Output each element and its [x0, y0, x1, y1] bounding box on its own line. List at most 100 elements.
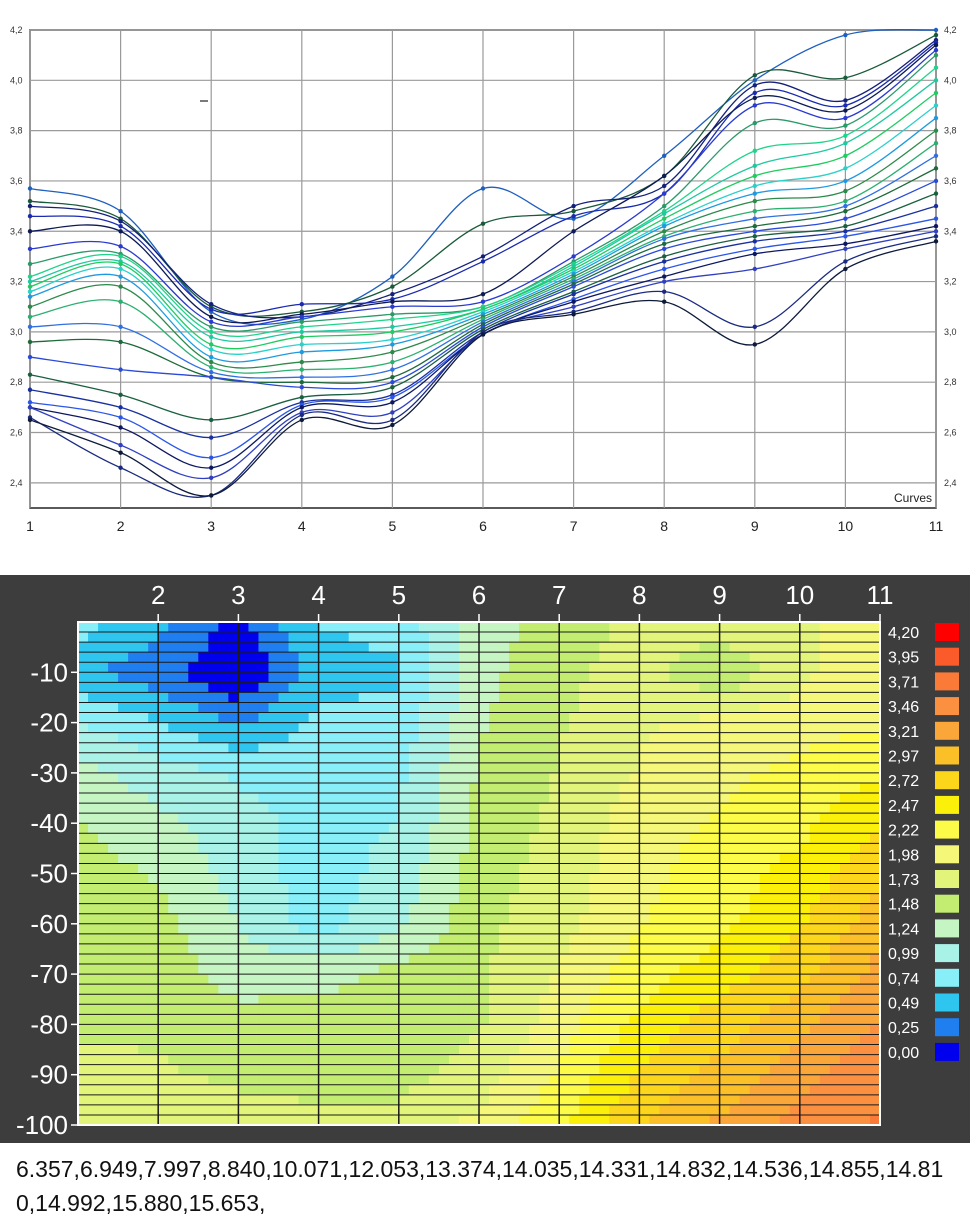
contour-cell [198, 863, 209, 875]
contour-cell [629, 642, 641, 653]
contour-cell [619, 793, 630, 804]
contour-cell [148, 622, 159, 633]
contour-cell [108, 903, 119, 915]
contour-cell [649, 823, 661, 834]
contour-cell [328, 622, 340, 633]
contour-cell [819, 702, 831, 714]
contour-cell [298, 1094, 310, 1106]
contour-cell [208, 903, 219, 915]
contour-cell [819, 762, 831, 774]
contour-cell [428, 953, 440, 965]
contour-cell [278, 622, 290, 633]
contour-cell [709, 1054, 721, 1066]
contour-cell [529, 692, 540, 704]
contour-cell [569, 652, 580, 663]
contour-cell [278, 702, 290, 714]
contour-cell [108, 1104, 119, 1116]
contour-cell [328, 893, 340, 905]
contour-cell [258, 813, 270, 824]
contour-cell [589, 883, 600, 895]
contour-cell [198, 1024, 209, 1036]
curve-point [752, 95, 757, 101]
contour-cell [278, 642, 290, 653]
contour-cell [859, 923, 871, 935]
contour-cell [188, 782, 199, 794]
contour-cell [729, 1014, 741, 1025]
contour-cell [779, 943, 791, 955]
contour-legend-label: 0,00 [888, 1045, 919, 1062]
contour-cell [268, 1054, 280, 1066]
contour-cell [308, 933, 320, 945]
contour-cell [378, 722, 390, 734]
contour-cell [398, 1094, 410, 1106]
curves-points-group [27, 27, 939, 498]
contour-cell [138, 943, 149, 955]
contour-cell [639, 813, 651, 824]
contour-cell [679, 1084, 691, 1096]
contour-cell [258, 903, 270, 915]
contour-cell [218, 1014, 229, 1025]
contour-cell [499, 1034, 510, 1046]
contour-cell [539, 712, 550, 724]
contour-cell [148, 632, 159, 643]
contour-cell [819, 772, 831, 784]
contour-cell [729, 923, 741, 935]
contour-cell [749, 793, 761, 804]
contour-cell [509, 1104, 520, 1116]
contour-cell [659, 843, 671, 854]
contour-cell [749, 893, 761, 905]
contour-cell [579, 994, 590, 1005]
curve-point [299, 395, 304, 400]
contour-cell [539, 702, 550, 714]
contour-cell [148, 642, 159, 653]
curve-point [843, 229, 848, 234]
contour-cell [368, 974, 380, 985]
contour-cell [348, 632, 360, 643]
contour-cell [268, 732, 280, 744]
contour-cell [238, 712, 250, 724]
contour-cell [579, 974, 590, 985]
curves-y-tick-label-right: 4,0 [944, 75, 957, 85]
curve-point [843, 75, 848, 81]
contour-cell [318, 1094, 330, 1106]
contour-cell [659, 772, 671, 784]
contour-cell [689, 632, 701, 643]
contour-cell [689, 1084, 701, 1096]
contour-cell [108, 953, 119, 965]
contour-cell [228, 1084, 240, 1096]
contour-cell [769, 1004, 781, 1015]
contour-cell [809, 642, 821, 653]
contour-cell [509, 732, 520, 744]
contour-cell [268, 863, 280, 875]
contour-cell [148, 1054, 159, 1066]
contour-cell [639, 793, 651, 804]
contour-cell [719, 893, 731, 905]
contour-cell [859, 813, 871, 824]
contour-cell [438, 1074, 450, 1086]
curve-point [118, 339, 123, 345]
contour-cell [739, 662, 751, 673]
contour-legend-label: 3,71 [888, 674, 919, 691]
contour-cell [388, 843, 400, 854]
contour-cell [188, 692, 199, 704]
contour-cell [839, 1054, 851, 1066]
contour-cell [809, 974, 821, 985]
contour-cell [178, 732, 189, 744]
contour-cell [108, 964, 119, 975]
contour-cell [659, 994, 671, 1005]
contour-cell [358, 1104, 370, 1116]
contour-cell [539, 642, 550, 653]
contour-cell [759, 984, 771, 995]
contour-cell [468, 712, 480, 724]
contour-cell [188, 1034, 199, 1046]
contour-cell [829, 833, 841, 844]
contour-cell [118, 933, 129, 945]
contour-cell [619, 662, 630, 673]
contour-cell [88, 772, 99, 784]
contour-cell [789, 682, 801, 694]
contour-cell [829, 752, 841, 764]
contour-cell [859, 984, 871, 995]
contour-cell [669, 692, 681, 704]
contour-cell [769, 964, 781, 975]
contour-cell [238, 1064, 250, 1076]
